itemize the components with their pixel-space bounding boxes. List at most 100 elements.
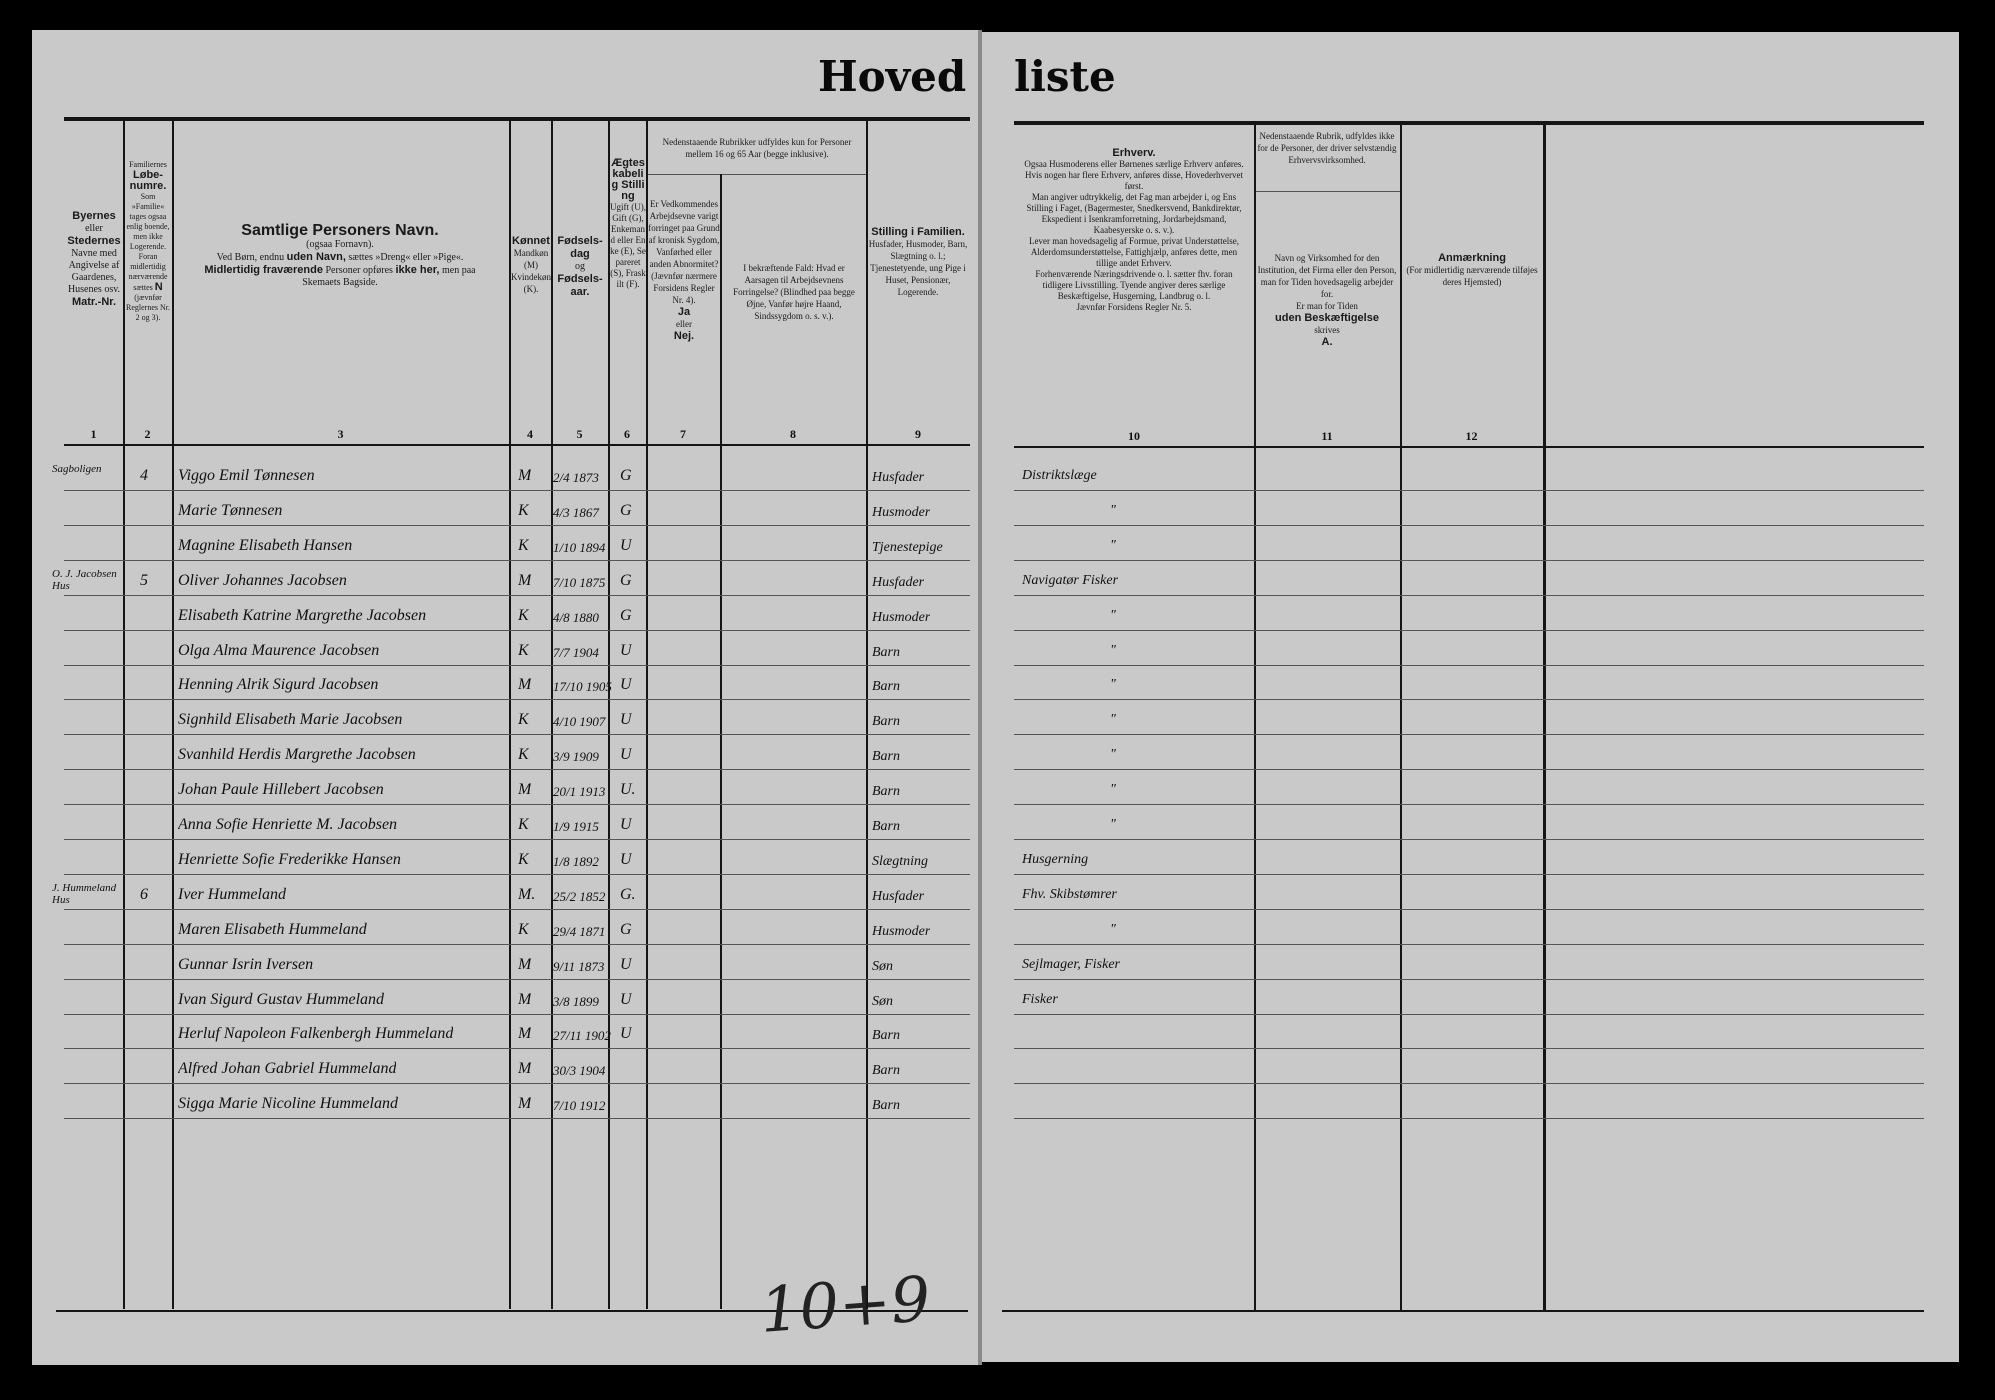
cell-occupation: " bbox=[1110, 747, 1116, 763]
row-rule bbox=[64, 490, 970, 491]
column-divider bbox=[1543, 123, 1546, 1310]
cell-name: Olga Alma Maurence Jacobsen bbox=[178, 641, 380, 659]
cell-birth: 1/9 1915 bbox=[553, 819, 599, 834]
row-rule bbox=[1014, 804, 1924, 806]
row-rule bbox=[1014, 839, 1924, 840]
column-number: 3 bbox=[337, 427, 344, 441]
cell-sex: K bbox=[518, 641, 529, 659]
cell-sex: K bbox=[518, 606, 529, 624]
cell-birth: 1/10 1894 bbox=[553, 539, 606, 555]
cell-name: Gunnar Isrin Iversen bbox=[178, 955, 314, 973]
col4-header: Kønnet Mandkøn (M) Kvindekøn (K). bbox=[511, 235, 551, 294]
cell-name: Herluf Napoleon Falkenbergh Hummeland bbox=[178, 1025, 454, 1043]
cell-marital: G bbox=[620, 501, 632, 519]
cell-name: Maren Elisabeth Hummeland bbox=[178, 920, 367, 938]
cell-occupation: " bbox=[1110, 817, 1116, 832]
row-rule bbox=[64, 1048, 970, 1050]
cell-sex: M bbox=[518, 781, 532, 799]
cell-name: Elisabeth Katrine Margrethe Jacobsen bbox=[178, 606, 427, 624]
right-header-rule bbox=[1014, 446, 1924, 448]
left-header-rule bbox=[64, 444, 970, 446]
column-number: 4 bbox=[527, 427, 533, 441]
col2-header: Familiernes Løbe-numre. Som »Familie« tage… bbox=[126, 160, 170, 322]
cell-sex: K bbox=[518, 816, 529, 833]
col3-header: Samtlige Personers Navn. (ogsaa Fornavn).… bbox=[204, 222, 476, 289]
row-rule bbox=[64, 594, 970, 596]
row-rule bbox=[1014, 594, 1924, 596]
cell-family-position: Søn bbox=[872, 958, 893, 974]
col1-header: Byernes eller Stedernes Navne med Angivelse… bbox=[67, 210, 121, 308]
row-rule bbox=[64, 943, 970, 945]
column-number: 10 bbox=[1128, 429, 1140, 443]
cell-birth: 30/3 1904 bbox=[553, 1063, 606, 1079]
right-bottom-rule bbox=[1002, 1310, 1924, 1312]
column-number: 7 bbox=[680, 427, 686, 441]
cell-occupation: Fhv. Skibstømrer bbox=[1022, 886, 1117, 902]
row-rule bbox=[64, 978, 970, 980]
cell-marital: U bbox=[620, 990, 632, 1008]
row-rule bbox=[64, 629, 970, 631]
cell-birth: 29/4 1871 bbox=[553, 923, 606, 939]
cell-occupation: " bbox=[1110, 921, 1116, 937]
cell-family-position: Husmoder bbox=[872, 504, 931, 520]
cell-family-position: Søn bbox=[872, 993, 893, 1009]
cell-birth: 3/8 1899 bbox=[553, 993, 599, 1009]
column-divider bbox=[172, 119, 174, 1309]
cell-name: Johan Paule Hillebert Jacobsen bbox=[178, 781, 384, 799]
row-rule bbox=[1014, 769, 1924, 771]
row-rule bbox=[64, 839, 970, 840]
col5-header: Fødsels-dag og Fødsels-aar. bbox=[557, 235, 603, 298]
cell-birth: 27/11 1902 bbox=[553, 1028, 611, 1044]
cell-birth: 2/4 1873 bbox=[553, 470, 599, 485]
column-number: 1 bbox=[90, 427, 97, 441]
row-rule bbox=[1014, 873, 1924, 875]
column-divider bbox=[608, 119, 610, 1309]
cell-marital: U bbox=[620, 955, 632, 973]
cell-occupation: Distriktslæge bbox=[1022, 468, 1097, 483]
bottom-annotation: 10+9 bbox=[757, 1262, 933, 1347]
col11-header: Navn og Virksomhed for den Institution, … bbox=[1257, 253, 1397, 348]
col8-header: I bekræftende Fald: Hvad er Aarsagen til… bbox=[733, 263, 855, 321]
col11-note-rule bbox=[1254, 191, 1400, 192]
cell-occupation: " bbox=[1110, 537, 1116, 553]
cell-occupation: Husgerning bbox=[1022, 851, 1089, 867]
row-rule bbox=[64, 1083, 970, 1085]
row-rule bbox=[1014, 1118, 1924, 1120]
cell-birth: 3/9 1909 bbox=[553, 749, 599, 765]
cell-occupation: " bbox=[1110, 502, 1116, 518]
row-rule bbox=[64, 524, 970, 526]
cell-family-position: Husmoder bbox=[872, 609, 931, 625]
cell-sex: K bbox=[518, 920, 529, 938]
cell-occupation: " bbox=[1110, 712, 1116, 728]
row-rule bbox=[64, 769, 970, 771]
cell-sex: K bbox=[518, 501, 529, 519]
cell-name: Magnine Elisabeth Hansen bbox=[178, 536, 353, 554]
column-number: 9 bbox=[915, 427, 921, 441]
cell-place: J. Hummeland Hus bbox=[52, 881, 117, 906]
column-number: 6 bbox=[624, 427, 630, 441]
row-rule bbox=[1014, 629, 1924, 631]
cell-marital: G. bbox=[620, 885, 636, 903]
cell-sex: K bbox=[518, 746, 529, 764]
cell-birth: 20/1 1913 bbox=[553, 784, 606, 800]
cell-marital: U. bbox=[620, 781, 636, 799]
row-rule bbox=[1014, 978, 1924, 980]
cell-family-no: 5 bbox=[140, 571, 148, 589]
cell-birth: 7/7 1904 bbox=[553, 644, 599, 660]
column-number: 5 bbox=[576, 427, 583, 441]
cell-family-position: Barn bbox=[872, 749, 900, 765]
cell-family-no: 6 bbox=[140, 885, 148, 903]
cell-name: Henning Alrik Sigurd Jacobsen bbox=[178, 676, 379, 694]
col7-header: Er Vedkommendes Arbejdsevne varigt forri… bbox=[648, 199, 720, 342]
cell-marital: U bbox=[620, 676, 632, 694]
cell-occupation: " bbox=[1110, 677, 1116, 693]
left-top-rule bbox=[64, 117, 970, 121]
cell-birth: 7/10 1912 bbox=[553, 1098, 606, 1114]
cell-family-position: Barn bbox=[872, 1063, 900, 1079]
cell-family-position: Barn bbox=[872, 784, 900, 800]
column-number: 8 bbox=[790, 427, 796, 441]
cell-name: Signhild Elisabeth Marie Jacobsen bbox=[178, 711, 403, 729]
cell-family-position: Barn bbox=[872, 714, 900, 730]
row-rule bbox=[1014, 490, 1924, 491]
cell-marital: G bbox=[620, 920, 632, 938]
